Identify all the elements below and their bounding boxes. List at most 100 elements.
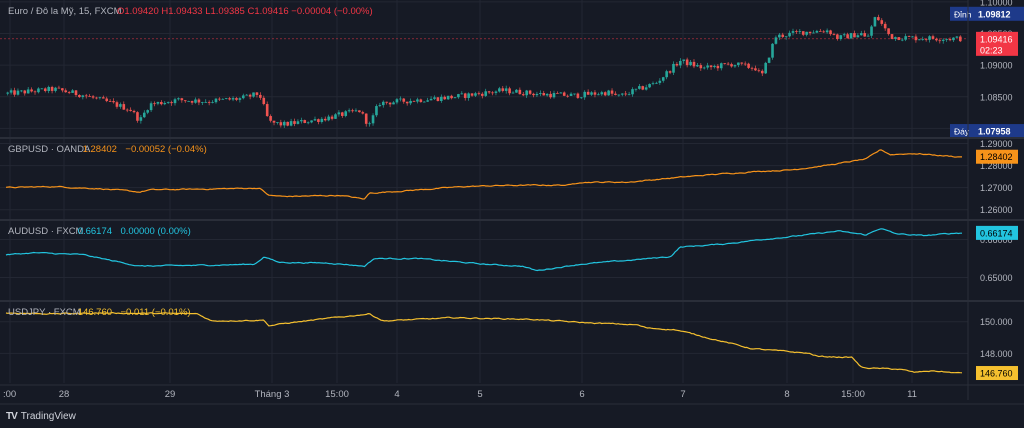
last-price-box [976, 225, 1018, 240]
candle-body [518, 89, 522, 95]
candle-body [689, 61, 692, 66]
candle-body [136, 112, 139, 121]
last-price-box [976, 366, 1018, 381]
candle-body [146, 110, 149, 113]
candle-body [132, 110, 136, 113]
usdjpy-legend-value: 146.760 [78, 307, 112, 318]
audusd-legend-title: AUDUSD · FXCM [8, 226, 84, 237]
candle-body [330, 116, 334, 119]
candle-body [84, 95, 88, 97]
candle-body [822, 31, 826, 33]
candle-body [436, 97, 440, 101]
candle-body [682, 59, 686, 61]
candle-body [20, 90, 23, 92]
candle-body [839, 35, 843, 39]
candle-body [655, 82, 658, 84]
time-tick-label: 8 [784, 389, 789, 400]
candle-body [726, 63, 730, 65]
candle-body [597, 94, 600, 96]
candle-body [880, 20, 884, 24]
candle-body [798, 31, 802, 32]
candle-body [607, 90, 610, 96]
candle-body [853, 33, 856, 38]
candle-body [293, 121, 296, 124]
candle-body [494, 91, 498, 93]
candle-body [801, 31, 805, 35]
candle-body [446, 95, 450, 100]
usdjpy-legend-change: −0.011 (−0.01%) [121, 307, 191, 318]
high-label-text: Đỉnh [954, 9, 972, 19]
candle-body [709, 65, 713, 68]
candle-body [890, 34, 894, 39]
candle-body [40, 88, 44, 90]
candle-body [204, 101, 208, 103]
candle-body [580, 97, 583, 99]
high-label-value: 1.09812 [978, 9, 1011, 19]
candle-body [586, 91, 590, 95]
candle-body [245, 94, 249, 96]
candle-body [395, 99, 399, 103]
candle-body [16, 90, 20, 95]
candle-body [190, 101, 194, 103]
candle-body [829, 30, 832, 35]
candle-body [306, 122, 310, 124]
candle-body [713, 65, 716, 68]
candle-body [194, 99, 197, 103]
candle-body [658, 80, 662, 83]
candle-body [433, 97, 436, 99]
y-tick-label: 1.28000 [980, 161, 1013, 171]
candle-body [525, 90, 528, 96]
candle-body [255, 92, 259, 95]
last-price-box [976, 149, 1018, 164]
candle-body [248, 94, 252, 97]
candle-body [665, 71, 668, 78]
candle-body [914, 36, 918, 41]
candle-body [491, 92, 494, 94]
candle-body [125, 109, 129, 111]
candle-body [112, 101, 115, 103]
candle-body [300, 120, 303, 122]
y-tick-label: 1.27000 [980, 183, 1013, 193]
time-tick-label: Tháng 3 [255, 389, 290, 400]
y-tick-label: 1.26000 [980, 205, 1013, 215]
candle-body [904, 36, 907, 40]
candle-body [651, 83, 655, 85]
candle-body [269, 116, 272, 121]
candle-body [648, 84, 651, 88]
low-label-text: Đáy [954, 127, 970, 137]
candle-body [484, 91, 488, 96]
candle-body [9, 90, 13, 93]
candle-body [661, 77, 665, 81]
audusd-legend-value: 0.66174 [78, 226, 112, 237]
candle-body [819, 30, 822, 32]
candle-body [23, 90, 27, 94]
candle-body [26, 89, 30, 94]
candle-body [409, 100, 412, 104]
candle-body [221, 98, 225, 100]
candle-body [948, 39, 952, 41]
candle-body [177, 98, 180, 100]
candle-body [43, 88, 47, 92]
y-tick-label: 0.66000 [980, 235, 1013, 245]
candle-body [825, 30, 829, 33]
last-price-label: 1.09416 [980, 34, 1013, 44]
candle-body [197, 99, 201, 103]
low-label-value: 1.07958 [978, 127, 1011, 137]
candle-body [566, 95, 569, 97]
usdjpy-legend-title: USDJPY · FXCM [8, 307, 81, 318]
candle-body [545, 93, 549, 96]
candle-body [576, 93, 580, 98]
candle-body [368, 123, 371, 125]
candle-body [463, 93, 467, 98]
candle-body [897, 37, 901, 40]
candle-body [201, 102, 204, 103]
last-price-label: 0.66174 [980, 228, 1013, 238]
candle-body [187, 101, 190, 102]
candle-body [91, 96, 95, 98]
tradingview-brand[interactable]: TV TradingView [6, 408, 76, 424]
candle-body [119, 104, 122, 107]
candle-body [102, 97, 105, 99]
candle-body [614, 93, 617, 95]
candle-body [788, 32, 791, 37]
